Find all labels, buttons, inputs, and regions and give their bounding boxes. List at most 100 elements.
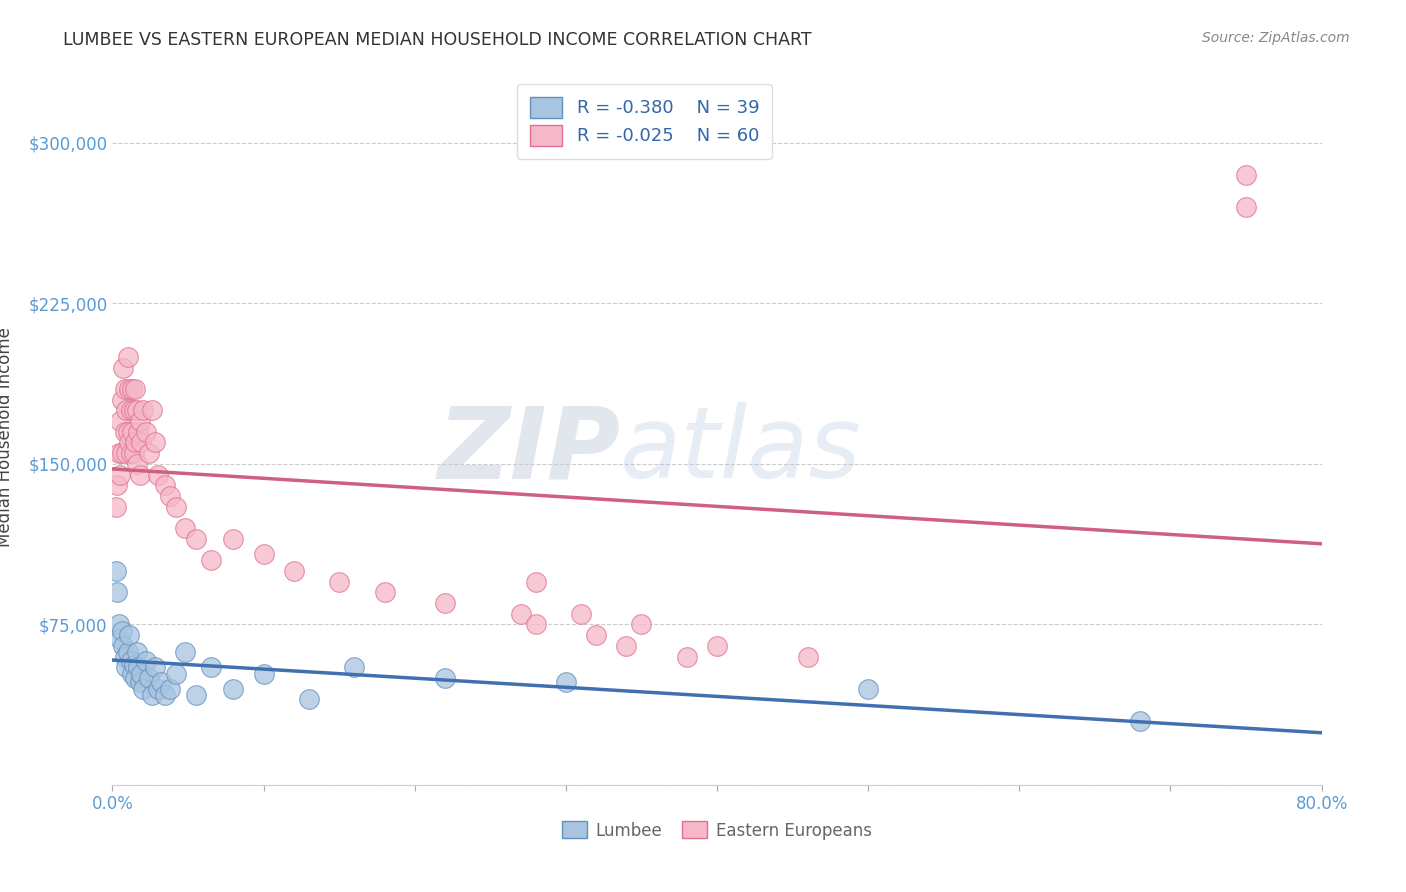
Point xyxy=(128,414,150,428)
Point xyxy=(146,467,169,482)
Point xyxy=(128,675,150,690)
Point xyxy=(107,446,129,460)
Point xyxy=(253,547,276,561)
Point xyxy=(585,628,607,642)
Text: LUMBEE VS EASTERN EUROPEAN MEDIAN HOUSEHOLD INCOME CORRELATION CHART: LUMBEE VS EASTERN EUROPEAN MEDIAN HOUSEH… xyxy=(63,31,811,49)
Point xyxy=(143,660,166,674)
Point xyxy=(149,675,172,690)
Point xyxy=(374,585,396,599)
Point xyxy=(104,564,127,578)
Point xyxy=(121,425,143,439)
Point xyxy=(118,382,141,396)
Point xyxy=(222,532,245,546)
Point xyxy=(524,574,547,589)
Point xyxy=(108,632,131,647)
Point xyxy=(122,403,145,417)
Point xyxy=(174,521,197,535)
Point xyxy=(105,478,128,492)
Point xyxy=(129,666,152,681)
Point xyxy=(118,435,141,450)
Point xyxy=(122,446,145,460)
Point xyxy=(138,446,160,460)
Point xyxy=(135,654,157,668)
Point xyxy=(110,624,132,638)
Point xyxy=(141,688,163,702)
Point xyxy=(298,692,321,706)
Point xyxy=(616,639,638,653)
Point xyxy=(112,639,135,653)
Legend: Lumbee, Eastern Europeans: Lumbee, Eastern Europeans xyxy=(555,814,879,847)
Point xyxy=(120,403,142,417)
Point xyxy=(706,639,728,653)
Point xyxy=(110,392,132,407)
Point xyxy=(138,671,160,685)
Point xyxy=(165,666,187,681)
Text: atlas: atlas xyxy=(620,402,862,500)
Point xyxy=(114,425,136,439)
Point xyxy=(1129,714,1152,728)
Point xyxy=(107,617,129,632)
Point xyxy=(146,681,169,696)
Point xyxy=(433,671,456,685)
Point xyxy=(155,688,177,702)
Point xyxy=(114,649,136,664)
Point xyxy=(283,564,305,578)
Point xyxy=(115,446,138,460)
Point xyxy=(135,425,157,439)
Point xyxy=(112,360,135,375)
Point xyxy=(174,645,197,659)
Point xyxy=(554,675,576,690)
Point xyxy=(856,681,880,696)
Point xyxy=(121,666,143,681)
Point xyxy=(127,660,149,674)
Point xyxy=(104,500,127,514)
Point xyxy=(675,649,697,664)
Point xyxy=(114,382,136,396)
Point xyxy=(159,489,181,503)
Point xyxy=(120,654,142,668)
Point xyxy=(108,414,131,428)
Point xyxy=(105,585,128,599)
Point xyxy=(155,478,177,492)
Point xyxy=(222,681,245,696)
Point xyxy=(125,403,148,417)
Point xyxy=(143,435,166,450)
Point xyxy=(630,617,652,632)
Point xyxy=(328,574,350,589)
Text: ZIP: ZIP xyxy=(437,402,620,500)
Point xyxy=(141,403,163,417)
Point xyxy=(796,649,818,664)
Point xyxy=(125,645,148,659)
Point xyxy=(117,425,139,439)
Point xyxy=(1234,200,1257,214)
Point xyxy=(108,467,131,482)
Point xyxy=(524,617,547,632)
Point xyxy=(200,553,222,567)
Point xyxy=(200,660,222,674)
Text: Source: ZipAtlas.com: Source: ZipAtlas.com xyxy=(1202,31,1350,45)
Point xyxy=(124,435,146,450)
Point xyxy=(569,607,592,621)
Point xyxy=(117,350,139,364)
Point xyxy=(121,382,143,396)
Point xyxy=(122,658,145,673)
Point xyxy=(115,660,138,674)
Point xyxy=(132,403,155,417)
Point xyxy=(1234,168,1257,182)
Point xyxy=(184,532,207,546)
Point xyxy=(433,596,456,610)
Point xyxy=(120,446,142,460)
Point xyxy=(117,645,139,659)
Point xyxy=(129,435,152,450)
Point xyxy=(115,403,138,417)
Point xyxy=(343,660,366,674)
Y-axis label: Median Household Income: Median Household Income xyxy=(0,327,14,547)
Point xyxy=(159,681,181,696)
Point xyxy=(509,607,531,621)
Point xyxy=(165,500,187,514)
Point xyxy=(253,666,276,681)
Point xyxy=(124,671,146,685)
Point xyxy=(132,681,155,696)
Point xyxy=(124,382,146,396)
Point xyxy=(128,467,150,482)
